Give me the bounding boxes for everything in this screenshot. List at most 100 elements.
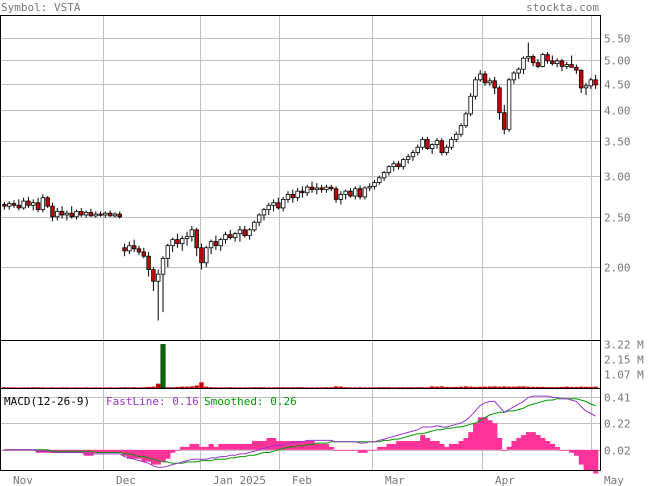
macd-histogram-bar bbox=[400, 440, 407, 450]
volume-bar bbox=[112, 387, 118, 389]
macd-tick-label: 0.22 bbox=[604, 418, 631, 431]
candle-body bbox=[487, 80, 493, 84]
macd-histogram-bar bbox=[473, 423, 479, 450]
price-candle bbox=[377, 175, 382, 185]
volume-bar bbox=[74, 387, 79, 389]
volume-bar bbox=[314, 387, 320, 389]
volume-bar bbox=[184, 386, 190, 388]
candle-body bbox=[415, 146, 420, 154]
price-candle bbox=[506, 77, 512, 132]
macd-histogram-bar bbox=[516, 438, 522, 450]
macd-histogram-bar bbox=[98, 449, 104, 453]
volume-bar bbox=[199, 382, 204, 388]
candle-body bbox=[391, 163, 396, 168]
candle-body bbox=[478, 73, 483, 81]
price-candle bbox=[112, 212, 118, 218]
volume-bar bbox=[170, 387, 175, 389]
macd-histogram-bar bbox=[309, 440, 315, 450]
macd-histogram-bar bbox=[117, 449, 123, 453]
price-candle bbox=[540, 52, 545, 68]
candle-body bbox=[324, 186, 329, 190]
macd-histogram-bar bbox=[348, 449, 354, 451]
candle-body bbox=[151, 269, 156, 282]
macd-histogram-bar bbox=[540, 438, 546, 450]
price-tick-label: 2.00 bbox=[604, 262, 631, 275]
volume-bar bbox=[324, 387, 329, 389]
macd-histogram-bar bbox=[155, 449, 161, 465]
volume-bar bbox=[194, 385, 199, 388]
volume-bar bbox=[93, 387, 98, 389]
price-candle bbox=[449, 136, 454, 150]
candle-body bbox=[290, 193, 295, 199]
candle-body bbox=[521, 57, 526, 70]
macd-histogram-bar bbox=[319, 443, 325, 450]
candle-body bbox=[136, 248, 142, 253]
price-candle bbox=[79, 207, 84, 217]
volume-bar bbox=[261, 387, 267, 389]
macd-histogram-bar bbox=[525, 432, 532, 450]
candle-body bbox=[468, 95, 473, 115]
candle-body bbox=[333, 188, 339, 200]
candle-body bbox=[218, 239, 223, 247]
volume-bar bbox=[285, 387, 291, 389]
volume-bar bbox=[545, 387, 550, 389]
macd-histogram-bar bbox=[179, 446, 185, 450]
macd-histogram-bar bbox=[545, 440, 551, 450]
price-tick-label: 3.00 bbox=[604, 171, 631, 184]
candle-body bbox=[271, 202, 276, 206]
candle-body bbox=[103, 212, 108, 216]
macd-histogram-bar bbox=[554, 446, 560, 450]
price-candle bbox=[35, 197, 41, 213]
candle-body bbox=[285, 193, 291, 200]
volume-bar bbox=[516, 386, 521, 388]
volume-bar bbox=[526, 386, 531, 388]
macd-histogram-bar bbox=[376, 446, 383, 450]
price-candle bbox=[31, 199, 36, 211]
candle-body bbox=[247, 229, 252, 237]
price-candle bbox=[83, 210, 89, 218]
price-candle bbox=[468, 93, 473, 117]
candle-body bbox=[170, 239, 175, 247]
volume-bar bbox=[156, 383, 161, 388]
macd-histogram-bar bbox=[381, 446, 387, 450]
macd-histogram-bar bbox=[530, 432, 536, 450]
candle-body bbox=[516, 68, 521, 74]
price-tick-label: 3.50 bbox=[604, 136, 631, 149]
price-candle bbox=[554, 58, 560, 68]
macd-histogram-bar bbox=[141, 449, 147, 462]
candle-body bbox=[593, 79, 598, 86]
panel-border bbox=[0, 388, 601, 471]
macd-histogram-bar bbox=[573, 449, 580, 456]
macd-histogram-bar bbox=[391, 443, 397, 450]
candle-body bbox=[199, 247, 204, 264]
volume-bar bbox=[276, 387, 281, 389]
volume-bar bbox=[83, 387, 89, 389]
price-candles bbox=[2, 42, 598, 321]
price-candle bbox=[232, 231, 238, 242]
macd-histogram-bar bbox=[559, 449, 565, 451]
macd-histogram-bar bbox=[439, 443, 445, 450]
volume-bar bbox=[574, 386, 579, 388]
volume-bar bbox=[329, 387, 334, 389]
volume-bar bbox=[540, 386, 545, 388]
price-candle bbox=[228, 229, 233, 240]
volume-bar bbox=[386, 387, 392, 389]
volume-bar bbox=[338, 386, 344, 388]
volume-bar bbox=[434, 386, 440, 388]
macd-histogram-bar bbox=[93, 449, 99, 453]
volume-bar bbox=[372, 387, 377, 389]
price-candle bbox=[343, 189, 348, 200]
candle-body bbox=[11, 203, 17, 206]
macd-histogram-bar bbox=[396, 440, 402, 450]
volume-bar bbox=[151, 386, 156, 388]
candle-body bbox=[93, 213, 98, 217]
volume-bar bbox=[381, 387, 387, 389]
macd-histogram-bar bbox=[497, 438, 503, 450]
volume-bar bbox=[554, 387, 560, 389]
volume-bar bbox=[396, 387, 401, 389]
macd-histogram-bar bbox=[88, 449, 94, 456]
candle-body bbox=[127, 245, 132, 252]
macd-histogram-bar bbox=[256, 440, 262, 450]
price-candle bbox=[564, 61, 569, 70]
